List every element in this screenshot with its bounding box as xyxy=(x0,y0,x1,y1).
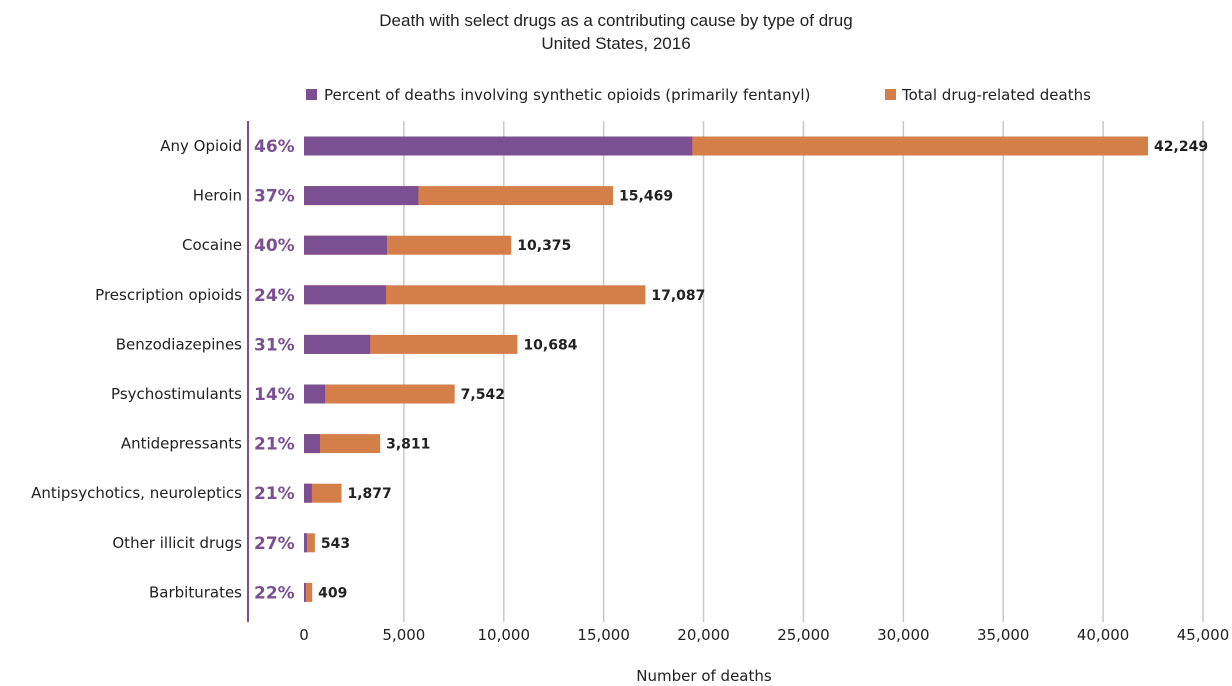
bar-synthetic-opioids xyxy=(304,136,693,156)
x-tick-label: 15,000 xyxy=(577,626,630,644)
bar-synthetic-opioids xyxy=(304,285,386,305)
total-label: 10,684 xyxy=(523,337,577,353)
legend-label-total-deaths: Total drug-related deaths xyxy=(901,86,1091,104)
bar-total-deaths xyxy=(304,434,381,454)
x-tick-label: 25,000 xyxy=(777,626,830,644)
total-label: 3,811 xyxy=(386,437,430,453)
total-label: 15,469 xyxy=(619,189,673,205)
legend: Percent of deaths involving synthetic op… xyxy=(306,86,1091,104)
legend-label-synthetic-opioids: Percent of deaths involving synthetic op… xyxy=(324,86,810,104)
percent-label: 37% xyxy=(254,187,295,207)
chart-subtitle: United States, 2016 xyxy=(541,34,690,53)
category-label: Benzodiazepines xyxy=(116,335,242,353)
total-label: 409 xyxy=(318,585,347,601)
category-label: Any Opioid xyxy=(160,137,242,155)
total-label: 42,249 xyxy=(1154,139,1208,155)
total-label: 7,542 xyxy=(461,387,505,403)
percent-label: 31% xyxy=(254,335,295,355)
bar-synthetic-opioids xyxy=(304,384,326,404)
bar-synthetic-opioids xyxy=(304,533,307,553)
percent-label: 14% xyxy=(254,385,295,405)
percent-label: 22% xyxy=(254,583,295,603)
x-axis-ticks: 0 5,000 10,000 15,000 20,000 25,000 30,000 35,0… xyxy=(299,626,1229,644)
percent-label: 27% xyxy=(254,534,295,554)
x-tick-label: 20,000 xyxy=(677,626,730,644)
category-label: Heroin xyxy=(193,187,242,205)
x-tick-label: 0 xyxy=(299,626,309,644)
x-axis-title: Number of deaths xyxy=(636,667,772,685)
category-label: Antipsychotics, neuroleptics xyxy=(31,484,242,502)
category-label: Cocaine xyxy=(182,236,242,254)
percent-label: 21% xyxy=(254,435,295,455)
category-label: Barbiturates xyxy=(149,583,242,601)
x-tick-label: 5,000 xyxy=(382,626,425,644)
category-label: Antidepressants xyxy=(121,435,242,453)
x-tick-label: 30,000 xyxy=(877,626,930,644)
bar-synthetic-opioids xyxy=(304,434,320,454)
percent-labels: 46% 37% 40% 24% 31% 14% 21% 21% 27% 22% xyxy=(254,137,295,603)
percent-label: 46% xyxy=(254,137,295,157)
bar-synthetic-opioids xyxy=(304,186,419,206)
chart-title: Death with select drugs as a contributin… xyxy=(379,11,852,30)
bar-total-deaths xyxy=(304,582,313,602)
bar-synthetic-opioids xyxy=(304,235,387,255)
bar-total-deaths xyxy=(304,483,342,503)
total-label: 543 xyxy=(321,536,350,552)
bar-total-deaths xyxy=(304,533,315,553)
total-labels: 42,249 15,469 10,375 17,087 10,684 7,542 3,811… xyxy=(318,139,1208,601)
category-label: Other illicit drugs xyxy=(112,534,242,552)
percent-label: 21% xyxy=(254,484,295,504)
bar-synthetic-opioids xyxy=(304,582,306,602)
category-label: Prescription opioids xyxy=(95,286,242,304)
category-labels: Any Opioid Heroin Cocaine Prescription opio… xyxy=(31,137,242,601)
bar-total-deaths xyxy=(304,384,455,404)
bars xyxy=(304,136,1149,602)
total-label: 1,877 xyxy=(347,486,391,502)
x-tick-label: 45,000 xyxy=(1177,626,1230,644)
x-tick-label: 35,000 xyxy=(977,626,1030,644)
bar-synthetic-opioids xyxy=(304,334,371,354)
bar-total-deaths xyxy=(304,285,646,305)
percent-label: 40% xyxy=(254,236,295,256)
percent-label: 24% xyxy=(254,286,295,306)
total-label: 10,375 xyxy=(517,238,571,254)
total-label: 17,087 xyxy=(651,288,705,304)
bar-synthetic-opioids xyxy=(304,483,312,503)
legend-swatch-synthetic-opioids xyxy=(306,89,317,100)
x-tick-label: 40,000 xyxy=(1077,626,1130,644)
x-tick-label: 10,000 xyxy=(478,626,531,644)
legend-swatch-total-deaths xyxy=(885,89,896,100)
category-label: Psychostimulants xyxy=(111,385,242,403)
